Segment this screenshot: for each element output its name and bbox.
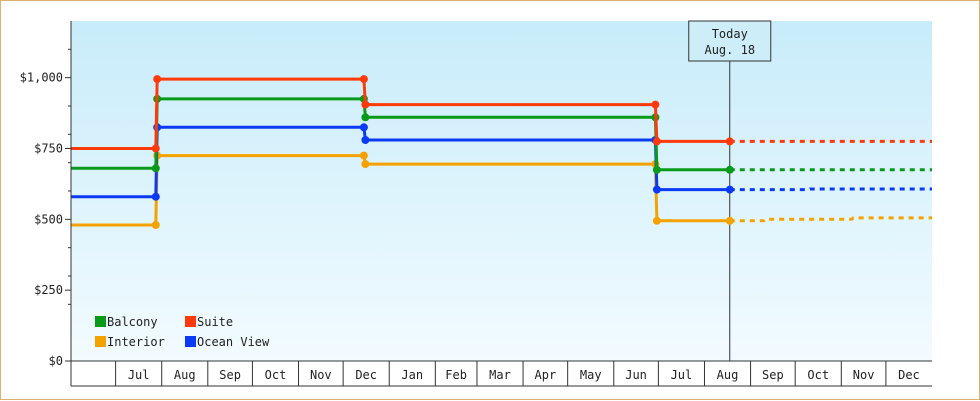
x-tick-label: Oct bbox=[265, 368, 287, 382]
legend-swatch-ocean-view bbox=[185, 336, 196, 347]
data-point-suite[interactable] bbox=[359, 75, 368, 84]
x-tick-label: Aug bbox=[717, 368, 739, 382]
legend-label-suite: Suite bbox=[197, 315, 233, 329]
data-point-interior[interactable] bbox=[725, 216, 734, 225]
y-tick-label: $500 bbox=[34, 212, 63, 226]
series-line-ocean-view bbox=[71, 125, 730, 199]
data-point-ocean-view[interactable] bbox=[359, 123, 368, 132]
x-tick-label: Dec bbox=[898, 368, 920, 382]
data-point-interior[interactable] bbox=[652, 216, 661, 225]
series-line-suite bbox=[71, 77, 730, 150]
data-point-ocean-view[interactable] bbox=[725, 185, 734, 194]
data-point-balcony[interactable] bbox=[361, 113, 370, 122]
x-tick-label: Jun bbox=[625, 368, 647, 382]
data-point-interior[interactable] bbox=[359, 151, 368, 160]
legend-swatch-suite bbox=[185, 316, 196, 327]
data-point-suite[interactable] bbox=[651, 100, 660, 109]
data-point-balcony[interactable] bbox=[652, 165, 661, 174]
x-tick-label: Nov bbox=[853, 368, 875, 382]
x-tick-label: Dec bbox=[355, 368, 377, 382]
x-tick-label: Aug bbox=[174, 368, 196, 382]
today-date-label: Aug. 18 bbox=[704, 43, 755, 57]
data-point-ocean-view[interactable] bbox=[652, 185, 661, 194]
today-callout-box bbox=[688, 20, 772, 62]
data-point-suite[interactable] bbox=[725, 137, 734, 146]
y-tick-label: $750 bbox=[34, 142, 63, 156]
x-tick-label: Jul bbox=[128, 368, 150, 382]
legend-swatch-interior bbox=[95, 336, 106, 347]
x-tick-label: Apr bbox=[535, 368, 557, 382]
data-point-suite[interactable] bbox=[151, 144, 160, 153]
y-tick-label: $0 bbox=[49, 354, 63, 368]
data-point-interior[interactable] bbox=[361, 160, 370, 169]
data-point-suite[interactable] bbox=[652, 137, 661, 146]
data-point-balcony[interactable] bbox=[725, 165, 734, 174]
x-tick-label: May bbox=[580, 368, 602, 382]
legend-label-interior: Interior bbox=[107, 335, 165, 349]
today-label: Today bbox=[712, 27, 748, 41]
legend-label-ocean-view: Ocean View bbox=[197, 335, 270, 349]
x-tick-label: Mar bbox=[489, 368, 511, 382]
series-line-interior bbox=[71, 154, 730, 227]
data-point-ocean-view[interactable] bbox=[151, 192, 160, 201]
x-tick-label: Jan bbox=[401, 368, 423, 382]
data-point-ocean-view[interactable] bbox=[361, 136, 370, 144]
data-point-balcony[interactable] bbox=[151, 164, 160, 173]
legend-label-balcony: Balcony bbox=[107, 315, 158, 329]
x-tick-label: Jul bbox=[671, 368, 693, 382]
x-tick-label: Sep bbox=[219, 368, 241, 382]
x-tick-label: Oct bbox=[807, 368, 829, 382]
data-point-suite[interactable] bbox=[153, 75, 162, 84]
data-point-interior[interactable] bbox=[151, 221, 160, 229]
x-tick-label: Sep bbox=[762, 368, 784, 382]
legend-swatch-balcony bbox=[95, 316, 106, 327]
data-point-suite[interactable] bbox=[361, 100, 370, 109]
x-tick-label: Nov bbox=[310, 368, 332, 382]
projection-line-ocean-view bbox=[729, 187, 932, 192]
y-tick-label: $1,000 bbox=[20, 71, 63, 85]
x-tick-label: Feb bbox=[445, 368, 467, 382]
y-tick-label: $250 bbox=[34, 283, 63, 297]
